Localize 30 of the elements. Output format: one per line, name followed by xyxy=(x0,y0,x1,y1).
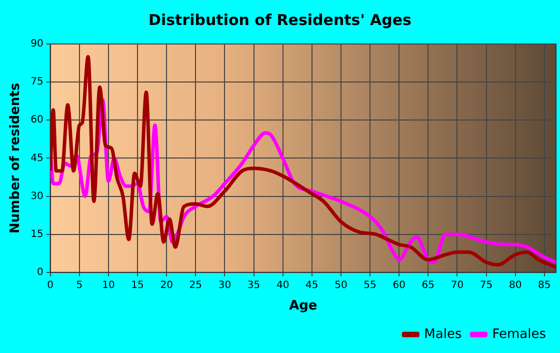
x-tick-label: 55 xyxy=(364,280,376,291)
x-tick-label: 60 xyxy=(392,280,406,291)
x-tick-label: 75 xyxy=(480,280,493,291)
x-tick-label: 25 xyxy=(189,280,202,291)
x-tick-label: 20 xyxy=(160,280,173,291)
x-tick-label: 70 xyxy=(450,280,464,291)
y-tick-label: 15 xyxy=(30,228,44,240)
x-tick-label: 50 xyxy=(334,280,348,291)
chart-title: Distribution of Residents' Ages xyxy=(148,10,412,29)
x-tick-label: 40 xyxy=(276,280,290,291)
y-tick-label: 75 xyxy=(30,76,44,88)
x-tick-label: 80 xyxy=(508,280,522,291)
legend-label: Females xyxy=(492,326,546,342)
x-tick-label: 0 xyxy=(47,280,54,291)
x-tick-label: 15 xyxy=(131,280,144,291)
x-tick-label: 45 xyxy=(306,280,318,291)
y-tick-label: 45 xyxy=(30,152,44,164)
x-tick-label: 65 xyxy=(422,280,434,291)
x-tick-label: 85 xyxy=(538,280,551,291)
x-tick-label: 35 xyxy=(247,280,260,291)
x-axis-title: Age xyxy=(289,298,318,314)
legend-label: Males xyxy=(424,326,462,342)
y-axis-title: Number of residents xyxy=(8,82,24,234)
y-tick-label: 90 xyxy=(30,38,44,50)
y-tick-label: 30 xyxy=(30,190,44,202)
y-tick-label: 60 xyxy=(30,114,44,126)
x-tick-label: 10 xyxy=(102,280,115,291)
x-tick-label: 30 xyxy=(218,280,232,291)
x-tick-label: 5 xyxy=(76,280,83,291)
y-tick-label: 0 xyxy=(36,266,44,278)
